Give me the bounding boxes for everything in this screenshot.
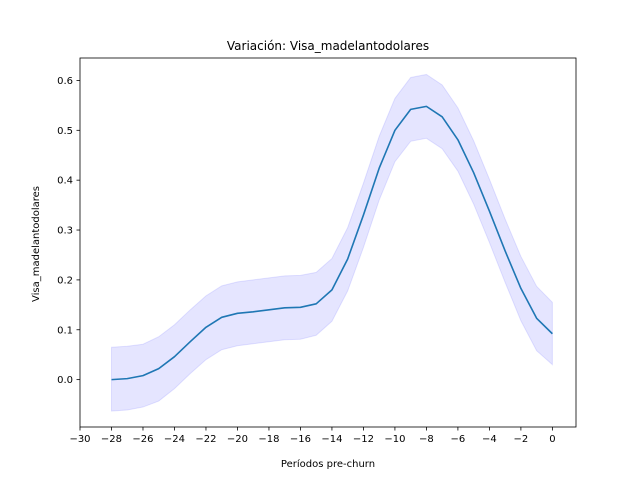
y-tick-label: 0.5 (57, 126, 73, 137)
y-axis-label: Visa_madelantodolares (31, 186, 42, 302)
x-tick-label: −18 (258, 434, 279, 445)
confidence-band (110, 73, 553, 412)
x-tick-label: 0 (549, 434, 555, 445)
series-line (111, 105, 553, 381)
plot-frame (79, 57, 577, 428)
y-tick-label: 0.4 (57, 176, 73, 187)
x-tick-label: −22 (195, 434, 216, 445)
x-tick-label: −26 (132, 434, 153, 445)
y-tick-label: 0.0 (57, 375, 73, 386)
x-tick-label: −14 (321, 434, 342, 445)
y-tick-label: 0.1 (57, 325, 73, 336)
x-tick-label: −6 (451, 434, 466, 445)
x-tick-label: −28 (101, 434, 122, 445)
y-tick-label: 0.2 (57, 275, 73, 286)
x-tick-label: −24 (164, 434, 185, 445)
x-tick-label: −2 (514, 434, 529, 445)
x-tick-label: −20 (227, 434, 248, 445)
x-tick-label: −8 (419, 434, 434, 445)
y-tick-label: 0.6 (57, 76, 73, 87)
x-tick-label: −4 (482, 434, 497, 445)
x-tick-label: −16 (290, 434, 311, 445)
x-axis-label: Períodos pre-churn (281, 458, 375, 470)
x-tick-label: −10 (384, 434, 405, 445)
y-tick-label: 0.3 (57, 226, 73, 237)
chart-title: Variación: Visa_madelantodolares (227, 39, 429, 53)
x-tick-label: −12 (353, 434, 374, 445)
x-tick-label: −30 (69, 434, 90, 445)
